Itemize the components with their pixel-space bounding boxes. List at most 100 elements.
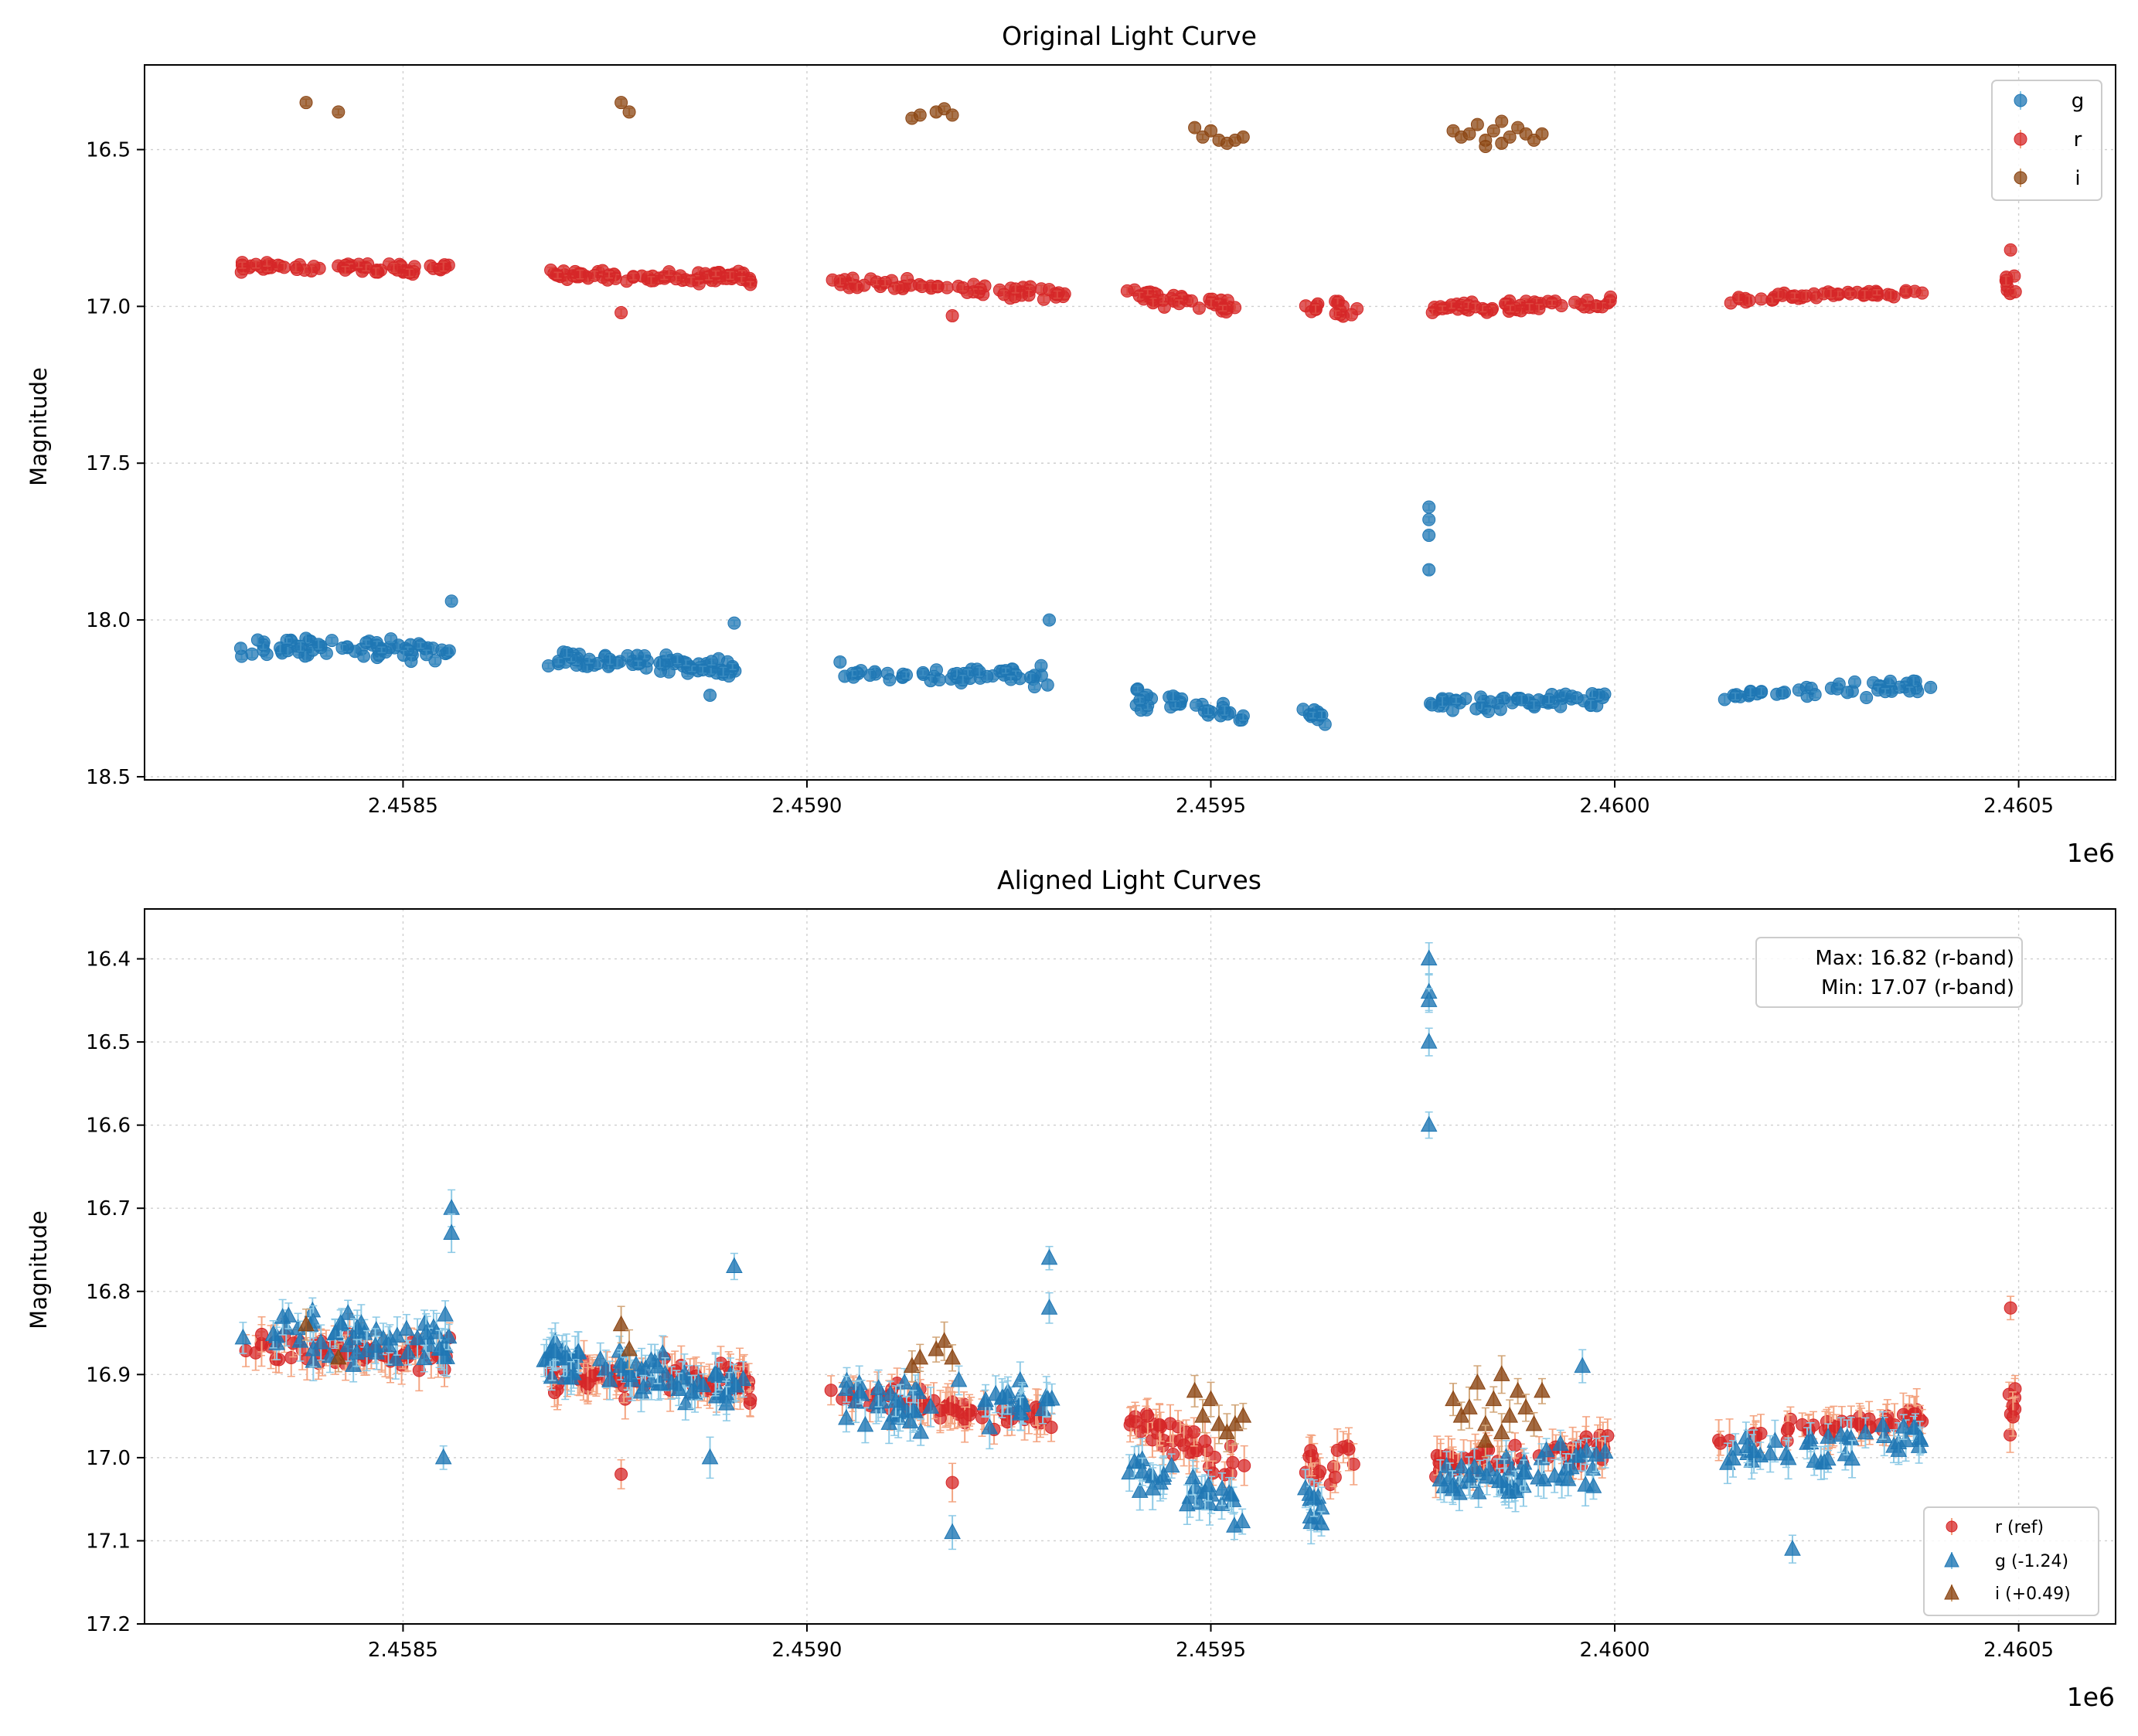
data-point	[1479, 139, 1493, 153]
data-point	[727, 616, 741, 630]
data-point	[415, 1349, 433, 1366]
data-point	[294, 639, 308, 653]
data-point	[264, 1325, 282, 1341]
y-axis-label: Magnitude	[26, 1210, 52, 1329]
data-point	[615, 96, 628, 110]
data-point	[1824, 287, 1838, 301]
data-point	[1474, 690, 1488, 704]
data-point	[1172, 297, 1186, 311]
series-r	[234, 243, 2022, 323]
data-point	[1177, 1438, 1191, 1452]
y-tick-label: 18.0	[86, 609, 131, 632]
data-point	[274, 1308, 291, 1324]
data-point	[1742, 294, 1756, 308]
data-point	[1313, 1465, 1327, 1479]
data-point	[997, 288, 1011, 301]
data-point	[1133, 693, 1147, 707]
data-point	[1545, 296, 1559, 310]
data-point	[580, 1377, 594, 1391]
data-point	[1132, 289, 1146, 303]
data-point	[1808, 688, 1822, 702]
data-point	[1198, 1435, 1212, 1448]
data-point	[603, 652, 617, 666]
data-point	[326, 1323, 344, 1339]
data-point	[1495, 114, 1509, 128]
data-point	[1503, 301, 1517, 315]
data-point	[348, 1343, 366, 1360]
series-g	[233, 500, 1938, 731]
data-point	[705, 655, 719, 669]
data-point	[863, 669, 877, 682]
data-point	[1535, 127, 1549, 141]
data-point	[883, 673, 897, 687]
data-point	[670, 652, 684, 666]
data-point	[420, 648, 434, 662]
x-tick-label: 2.4605	[1983, 1639, 2054, 1662]
data-point	[1482, 705, 1496, 719]
data-point	[1422, 563, 1436, 577]
x-tick-label: 2.4590	[771, 795, 842, 818]
data-point	[924, 674, 938, 688]
data-point	[915, 280, 929, 294]
data-point	[332, 105, 346, 119]
data-point	[551, 268, 565, 282]
data-point	[1042, 613, 1056, 627]
data-point	[1470, 117, 1484, 131]
data-point	[1022, 288, 1036, 302]
data-point	[972, 665, 986, 679]
data-point	[339, 1304, 357, 1320]
data-point	[975, 1411, 989, 1425]
x-offset-label: 1e6	[2067, 838, 2115, 868]
data-point	[962, 1408, 976, 1422]
data-point	[1190, 1444, 1203, 1458]
axis-ticks: 2.4585 2.4590 2.4595 2.4600 2.4605 16.5 17.0 17…	[86, 139, 2054, 818]
data-point	[386, 1350, 404, 1367]
data-point	[1152, 1418, 1166, 1432]
data-point	[1848, 675, 1862, 689]
data-point	[245, 647, 259, 661]
data-point	[723, 268, 737, 282]
data-point	[1775, 686, 1789, 700]
data-point	[255, 1327, 269, 1341]
y-tick-label: 17.1	[86, 1530, 131, 1553]
data-point	[1346, 1457, 1360, 1471]
data-point	[1832, 677, 1846, 691]
data-point	[931, 280, 945, 294]
legend-label-r: r	[2074, 128, 2082, 151]
data-point	[833, 274, 847, 288]
data-point	[233, 642, 247, 655]
data-point	[945, 1476, 959, 1489]
data-point	[1120, 284, 1134, 298]
data-point	[2004, 1301, 2017, 1315]
data-point	[1462, 127, 1476, 141]
data-point	[1755, 292, 1769, 306]
data-point	[1857, 288, 1871, 302]
data-point	[1755, 685, 1769, 699]
y-tick-label: 16.5	[86, 1031, 131, 1054]
data-point	[284, 1350, 298, 1364]
data-point	[887, 281, 901, 295]
original-light-curve-panel: Original Light Curve Magnitude 1e6 2.458…	[26, 21, 2116, 868]
data-point	[1141, 1409, 1155, 1423]
data-point	[325, 634, 339, 648]
data-point	[1584, 698, 1598, 712]
data-point	[1570, 691, 1584, 705]
data-point	[956, 281, 970, 294]
data-point	[1728, 689, 1742, 703]
legend-label-g: g	[2072, 90, 2085, 113]
panel-title: Original Light Curve	[1002, 21, 1257, 51]
data-point	[403, 266, 417, 280]
data-point	[400, 1343, 417, 1360]
data-point	[380, 1336, 397, 1353]
y-tick-label: 16.8	[86, 1281, 131, 1304]
data-point	[444, 594, 458, 608]
data-point	[1445, 703, 1459, 717]
data-point	[582, 652, 596, 666]
data-point	[560, 645, 574, 659]
data-point	[1304, 1444, 1318, 1458]
y-tick-label: 17.5	[86, 452, 131, 475]
data-point	[899, 668, 913, 682]
data-point	[956, 673, 970, 687]
axis-ticks: 2.4585 2.4590 2.4595 2.4600 2.4605 16.4 16.5 16…	[86, 948, 2054, 1662]
data-point	[1860, 690, 1874, 704]
